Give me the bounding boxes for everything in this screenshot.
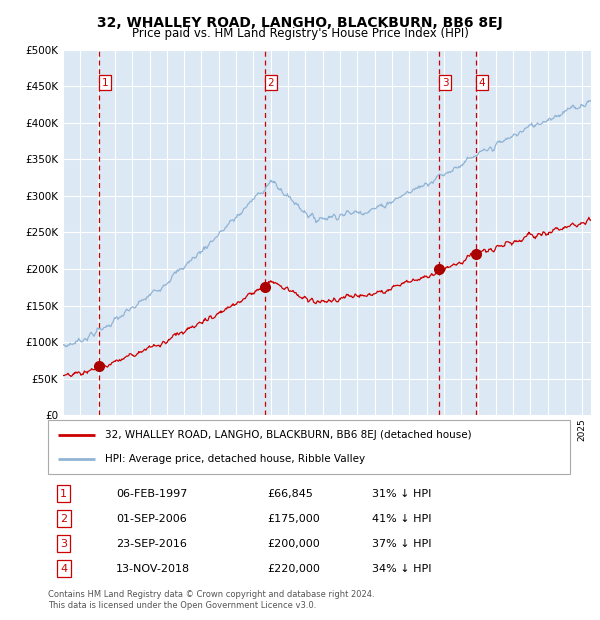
Text: HPI: Average price, detached house, Ribble Valley: HPI: Average price, detached house, Ribb…	[106, 454, 365, 464]
Text: £175,000: £175,000	[267, 513, 320, 524]
Text: Price paid vs. HM Land Registry's House Price Index (HPI): Price paid vs. HM Land Registry's House …	[131, 27, 469, 40]
Text: 4: 4	[479, 78, 485, 87]
Text: 34% ↓ HPI: 34% ↓ HPI	[371, 564, 431, 574]
Text: 23-SEP-2016: 23-SEP-2016	[116, 539, 187, 549]
Text: 3: 3	[442, 78, 448, 87]
Text: £66,845: £66,845	[267, 489, 313, 498]
Text: £220,000: £220,000	[267, 564, 320, 574]
Text: 32, WHALLEY ROAD, LANGHO, BLACKBURN, BB6 8EJ (detached house): 32, WHALLEY ROAD, LANGHO, BLACKBURN, BB6…	[106, 430, 472, 440]
Text: £200,000: £200,000	[267, 539, 320, 549]
Text: 32, WHALLEY ROAD, LANGHO, BLACKBURN, BB6 8EJ: 32, WHALLEY ROAD, LANGHO, BLACKBURN, BB6…	[97, 16, 503, 30]
Text: 1: 1	[102, 78, 109, 87]
Text: 13-NOV-2018: 13-NOV-2018	[116, 564, 190, 574]
Text: 4: 4	[60, 564, 67, 574]
Text: 01-SEP-2006: 01-SEP-2006	[116, 513, 187, 524]
Text: 41% ↓ HPI: 41% ↓ HPI	[371, 513, 431, 524]
Text: 06-FEB-1997: 06-FEB-1997	[116, 489, 187, 498]
Text: Contains HM Land Registry data © Crown copyright and database right 2024.
This d: Contains HM Land Registry data © Crown c…	[48, 590, 374, 609]
Text: 3: 3	[60, 539, 67, 549]
Text: 2: 2	[268, 78, 274, 87]
Text: 1: 1	[60, 489, 67, 498]
Text: 37% ↓ HPI: 37% ↓ HPI	[371, 539, 431, 549]
Text: 2: 2	[60, 513, 67, 524]
Text: 31% ↓ HPI: 31% ↓ HPI	[371, 489, 431, 498]
